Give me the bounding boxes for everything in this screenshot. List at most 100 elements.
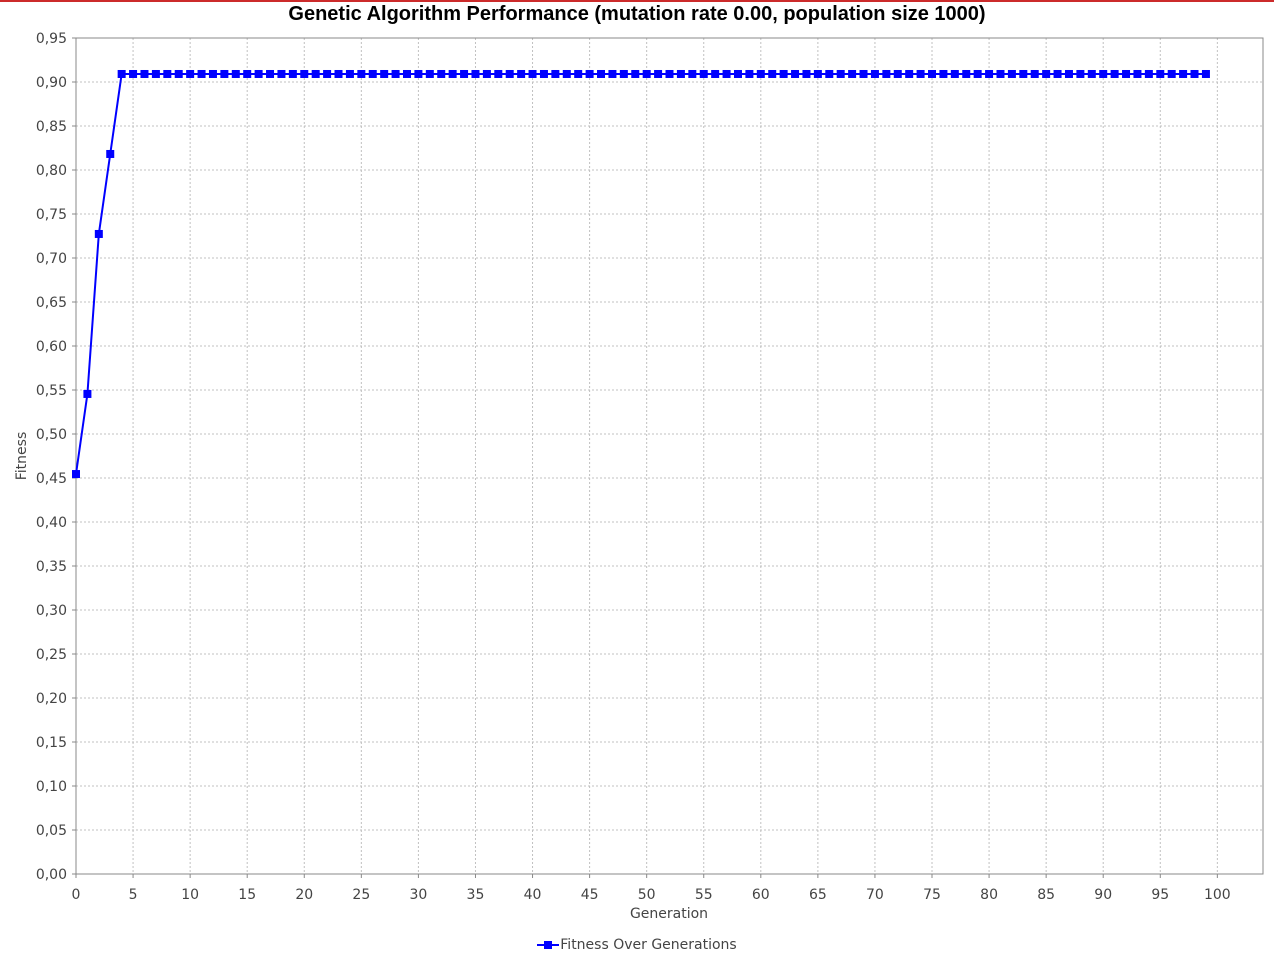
- data-point-37: [494, 69, 503, 78]
- data-point-41: [539, 69, 548, 78]
- data-point-31: [425, 69, 434, 78]
- data-point-27: [380, 69, 389, 78]
- data-point-97: [1179, 69, 1188, 78]
- data-point-92: [1122, 69, 1131, 78]
- data-point-11: [197, 69, 206, 78]
- y-tick-label-12: 0,60: [36, 339, 67, 355]
- data-point-51: [654, 69, 663, 78]
- data-point-33: [448, 69, 457, 78]
- data-point-74: [916, 69, 925, 78]
- data-point-82: [1007, 69, 1016, 78]
- legend: Fitness Over Generations: [0, 937, 1274, 953]
- data-point-75: [928, 69, 937, 78]
- data-point-64: [802, 69, 811, 78]
- data-point-38: [505, 69, 514, 78]
- x-tick-label-11: 55: [695, 887, 713, 903]
- y-tick-label-14: 0,70: [36, 251, 67, 267]
- data-point-66: [825, 69, 834, 78]
- data-point-89: [1087, 69, 1096, 78]
- data-point-20: [300, 69, 309, 78]
- y-axis-label: Fitness: [14, 432, 30, 481]
- data-point-55: [699, 69, 708, 78]
- data-point-36: [482, 69, 491, 78]
- data-point-63: [791, 69, 800, 78]
- data-point-14: [231, 69, 240, 78]
- x-tick-label-1: 5: [129, 887, 138, 903]
- data-point-56: [711, 69, 720, 78]
- legend-marker: [544, 941, 553, 949]
- x-tick-label-5: 25: [352, 887, 370, 903]
- series-line: [75, 72, 1206, 475]
- x-tick-label-0: 0: [72, 887, 81, 903]
- data-point-30: [414, 69, 423, 78]
- data-point-12: [208, 69, 217, 78]
- data-point-76: [939, 69, 948, 78]
- data-point-90: [1099, 69, 1108, 78]
- data-point-78: [962, 69, 971, 78]
- data-point-60: [756, 69, 765, 78]
- data-point-42: [551, 69, 560, 78]
- x-tick-label-9: 45: [581, 887, 599, 903]
- data-point-71: [882, 69, 891, 78]
- x-axis-label: Generation: [630, 906, 708, 922]
- y-tick-label-9: 0,45: [36, 471, 67, 487]
- x-tick-label-10: 50: [638, 887, 656, 903]
- data-point-85: [1042, 69, 1051, 78]
- data-point-35: [471, 69, 480, 78]
- y-tick-label-5: 0,25: [36, 647, 67, 663]
- data-point-9: [174, 69, 183, 78]
- data-point-96: [1167, 69, 1176, 78]
- data-point-43: [562, 69, 571, 78]
- y-tick-label-3: 0,15: [36, 735, 67, 751]
- data-point-84: [1030, 69, 1039, 78]
- data-point-88: [1076, 69, 1085, 78]
- data-point-58: [733, 69, 742, 78]
- data-point-10: [186, 69, 195, 78]
- data-point-49: [631, 69, 640, 78]
- data-point-17: [266, 69, 275, 78]
- data-point-67: [836, 69, 845, 78]
- x-tick-label-3: 15: [238, 887, 256, 903]
- x-tick-label-20: 100: [1204, 887, 1231, 903]
- data-point-21: [311, 69, 320, 78]
- y-tick-label-16: 0,80: [36, 163, 67, 179]
- data-point-2: [94, 229, 103, 238]
- data-point-98: [1190, 69, 1199, 78]
- data-point-87: [1064, 69, 1073, 78]
- series-points: [72, 69, 1210, 479]
- data-point-45: [585, 69, 594, 78]
- x-tick-label-14: 70: [866, 887, 884, 903]
- x-tick-label-13: 65: [809, 887, 827, 903]
- y-tick-label-17: 0,85: [36, 119, 67, 135]
- data-point-44: [574, 69, 583, 78]
- data-point-40: [528, 69, 537, 78]
- y-tick-label-4: 0,20: [36, 691, 67, 707]
- y-tick-label-19: 0,95: [36, 31, 67, 47]
- y-tick-label-7: 0,35: [36, 559, 67, 575]
- x-tick-label-19: 95: [1151, 887, 1169, 903]
- y-tick-label-0: 0,00: [36, 867, 67, 883]
- data-point-18: [277, 69, 286, 78]
- data-point-3: [106, 149, 115, 158]
- data-point-77: [950, 69, 959, 78]
- data-point-22: [323, 69, 332, 78]
- data-point-62: [779, 69, 788, 78]
- y-tick-label-10: 0,50: [36, 427, 67, 443]
- x-tick-label-17: 85: [1037, 887, 1055, 903]
- legend-label: Fitness Over Generations: [560, 937, 737, 953]
- x-tick-label-7: 35: [467, 887, 485, 903]
- data-point-94: [1144, 69, 1153, 78]
- data-point-4: [117, 69, 126, 78]
- gridlines: [75, 37, 1263, 875]
- y-tick-label-15: 0,75: [36, 207, 67, 223]
- x-tick-label-15: 75: [923, 887, 941, 903]
- data-point-34: [460, 69, 469, 78]
- data-point-32: [437, 69, 446, 78]
- data-point-47: [608, 69, 617, 78]
- data-point-95: [1156, 69, 1165, 78]
- x-tick-label-6: 30: [409, 887, 427, 903]
- data-point-53: [676, 69, 685, 78]
- data-point-79: [973, 69, 982, 78]
- data-point-48: [619, 69, 628, 78]
- data-point-68: [848, 69, 857, 78]
